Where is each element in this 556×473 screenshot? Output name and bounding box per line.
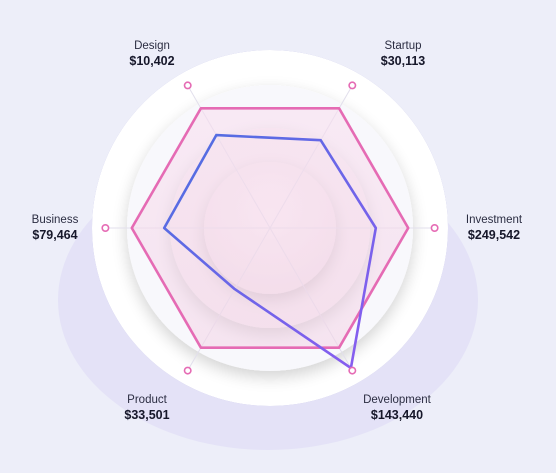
- marker-business: [101, 224, 110, 233]
- marker-product: [183, 366, 192, 375]
- label-investment: Investment $249,542: [434, 214, 554, 243]
- label-business-value: $79,464: [32, 227, 78, 242]
- radar-markers: [101, 81, 439, 375]
- marker-design: [183, 81, 192, 90]
- label-business-name: Business: [31, 214, 79, 226]
- marker-startup: [348, 81, 357, 90]
- label-development-name: Development: [363, 394, 431, 406]
- label-investment-value: $249,542: [467, 227, 521, 242]
- label-design-value: $10,402: [129, 53, 175, 68]
- label-development: Development $143,440: [337, 394, 457, 423]
- label-investment-name: Investment: [465, 214, 523, 226]
- label-product: Product $33,501: [87, 394, 207, 423]
- label-development-value: $143,440: [370, 407, 424, 422]
- label-product-value: $33,501: [124, 407, 170, 422]
- label-design: Design $10,402: [92, 40, 212, 69]
- label-startup: Startup $30,113: [343, 40, 463, 69]
- label-product-name: Product: [127, 394, 167, 406]
- label-startup-name: Startup: [384, 40, 422, 52]
- label-startup-value: $30,113: [380, 53, 426, 68]
- label-business: Business $79,464: [0, 214, 115, 243]
- marker-development: [348, 366, 357, 375]
- marker-investment: [430, 224, 439, 233]
- label-design-name: Design: [134, 40, 170, 52]
